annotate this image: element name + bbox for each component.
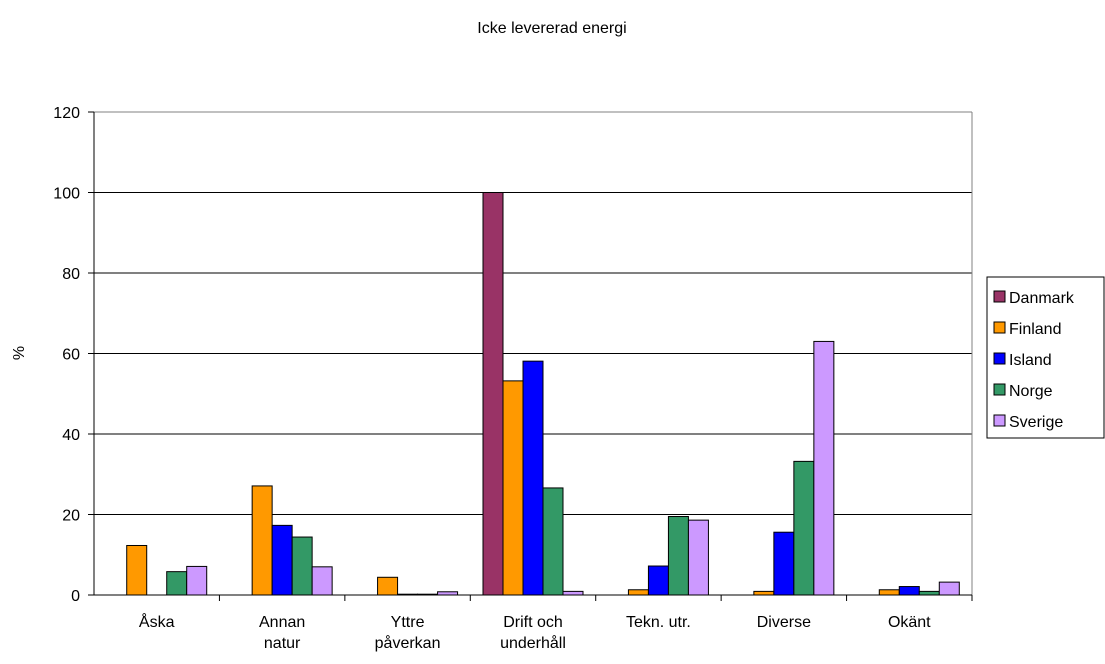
x-tick-label: Drift och: [503, 614, 563, 631]
bar-island: [271, 524, 293, 596]
legend-label-finland: Finland: [1009, 321, 1061, 338]
y-tick-label: 60: [62, 347, 80, 364]
x-tick-label: Åska: [139, 612, 175, 631]
bar-norge: [793, 460, 815, 596]
bar-sverige: [186, 565, 208, 596]
bar-island: [647, 565, 669, 596]
bar-sverige: [938, 581, 960, 596]
bar-norge: [918, 590, 940, 596]
bar-norge: [667, 516, 689, 596]
y-tick-label: 80: [62, 266, 80, 283]
bar-sverige: [562, 590, 584, 596]
bar-norge: [542, 487, 564, 596]
bar-finland: [753, 590, 775, 596]
x-tick-label: natur: [264, 635, 301, 652]
x-tick-label: påverkan: [375, 634, 441, 652]
bars: [126, 192, 960, 596]
x-tick-label: Okänt: [888, 614, 931, 631]
legend-label-norge: Norge: [1009, 383, 1053, 400]
bar-finland: [878, 589, 900, 596]
legend-label-sverige: Sverige: [1009, 414, 1063, 431]
axes: 0 20 40 60 80 100 120 Åska Annan natur Yttre påverk…: [53, 105, 973, 652]
x-tick-label: Annan: [259, 614, 305, 631]
bar-island: [773, 531, 795, 596]
x-tick-label: Tekn. utr.: [626, 614, 691, 631]
y-tick-label: 20: [62, 508, 80, 525]
chart-title: Icke levererad energi: [477, 20, 626, 37]
y-tick-label: 100: [53, 186, 80, 203]
bar-finland: [377, 576, 399, 596]
y-tick-label: 120: [53, 105, 80, 122]
y-tick-label: 0: [71, 588, 80, 605]
bar-sverige: [813, 340, 835, 596]
legend-box: [986, 276, 1105, 439]
bar-norge: [291, 536, 313, 596]
legend-swatch-island: [993, 352, 1006, 365]
bar-finland: [126, 544, 148, 596]
x-tick-label: Yttre: [391, 614, 425, 631]
y-tick-label: 40: [62, 427, 80, 444]
legend-swatch-sverige: [993, 414, 1006, 427]
legend-label-island: Island: [1009, 352, 1052, 369]
bar-sverige: [311, 566, 333, 596]
bar-norge: [166, 571, 188, 596]
legend-swatch-finland: [993, 321, 1006, 334]
legend-swatch-norge: [993, 383, 1006, 396]
bar-finland: [627, 589, 649, 596]
bar-finland: [502, 380, 524, 596]
x-tick-label: underhåll: [500, 634, 566, 652]
legend-label-danmark: Danmark: [1009, 290, 1075, 307]
legend: Danmark Finland Island Norge Sverige: [986, 276, 1105, 439]
bar-island: [898, 586, 920, 596]
x-tick-label: Diverse: [757, 614, 811, 631]
bar-danmark: [482, 192, 504, 596]
bar-finland: [251, 485, 273, 596]
y-axis-label: %: [11, 346, 28, 360]
bar-sverige: [687, 519, 709, 596]
bar-island: [522, 360, 544, 596]
legend-swatch-danmark: [993, 290, 1006, 303]
